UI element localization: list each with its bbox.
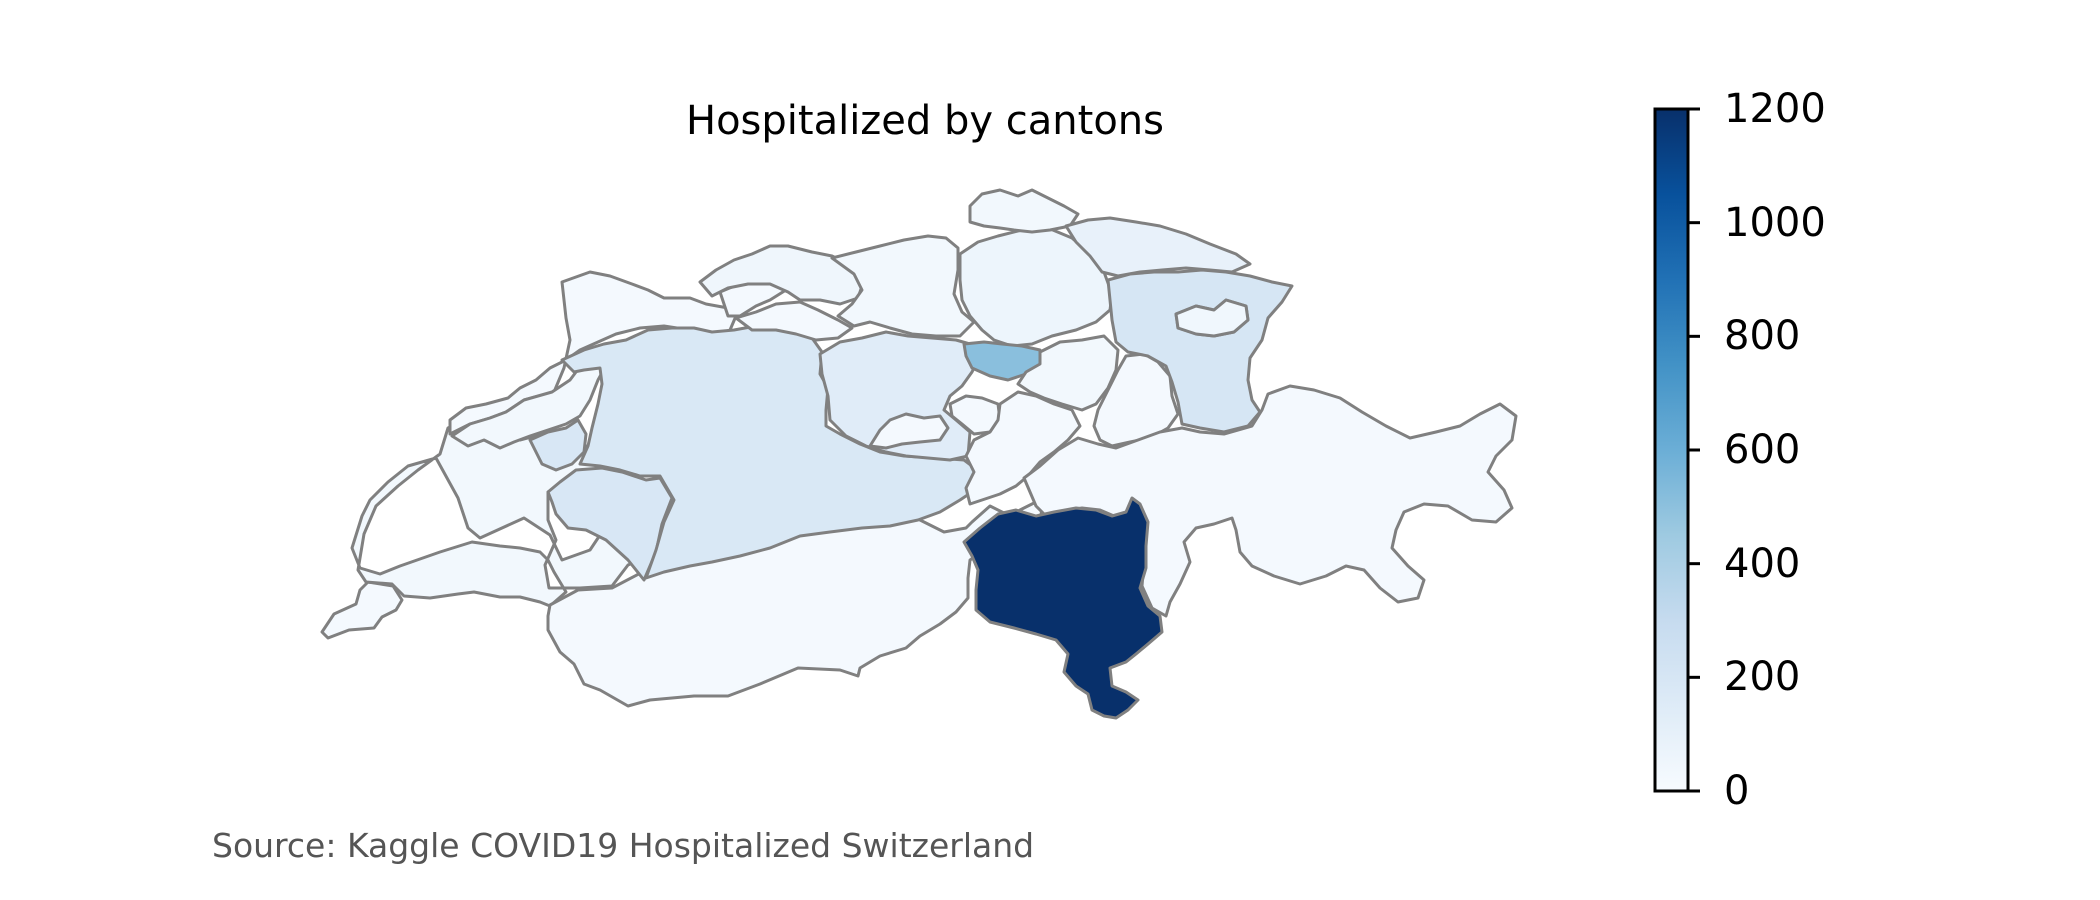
- colorbar-ticks: [1688, 107, 1700, 793]
- cantons-layer: [320, 188, 1518, 720]
- colorbar: [1653, 107, 1700, 793]
- colorbar-tick-label: 400: [1724, 540, 1801, 587]
- map-title: Hospitalized by cantons: [685, 98, 1165, 144]
- canton-geneva[interactable]: [320, 580, 404, 640]
- colorbar-tick-label: 800: [1724, 313, 1801, 360]
- canton-schaffhausen[interactable]: [968, 188, 1080, 234]
- canton-aargau[interactable]: [830, 234, 976, 338]
- canton-ticino[interactable]: [962, 496, 1164, 720]
- canton-appenzell[interactable]: [1174, 298, 1250, 338]
- colorbar-gradient: [1653, 107, 1690, 793]
- colorbar-tick-label: 600: [1724, 427, 1801, 473]
- canton-uri[interactable]: [964, 390, 1082, 506]
- source-caption: Source: Kaggle COVID19 Hospitalized Swit…: [212, 826, 1035, 865]
- colorbar-tick-label: 200: [1724, 654, 1801, 701]
- colorbar-tick-label: 1200: [1724, 86, 1826, 132]
- canton-schwyz[interactable]: [1016, 334, 1120, 412]
- colorbar-tick-label: 1000: [1724, 199, 1826, 246]
- colorbar-tick-label: 0: [1724, 768, 1750, 814]
- canton-glarus[interactable]: [1092, 352, 1180, 448]
